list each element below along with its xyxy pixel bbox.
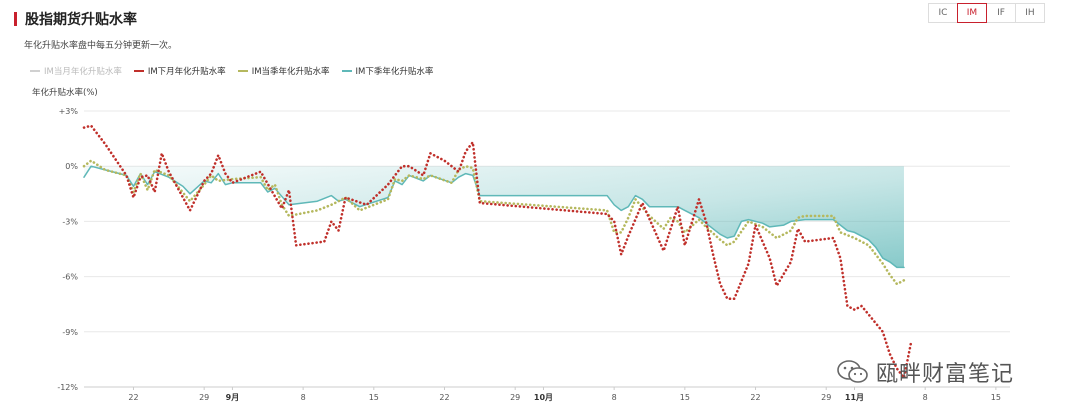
grid-lines (84, 110, 1010, 388)
legend-label: IM当月年化升贴水率 (44, 67, 122, 77)
x-tick-label: 29 (199, 393, 209, 402)
x-tick-label: 15 (369, 393, 379, 402)
legend-swatch (237, 70, 248, 72)
legend-label: IM下季年化升贴水率 (355, 67, 434, 77)
legend-swatch (30, 70, 40, 72)
x-tick-label: 8 (923, 393, 928, 402)
tab-im[interactable]: IM (957, 3, 987, 23)
legend-swatch (133, 70, 144, 72)
legend-swatch (341, 70, 352, 72)
contract-tabs: IC IM IF IH (928, 3, 1045, 23)
series-lines (82, 124, 913, 380)
y-tick-label: -3% (62, 217, 78, 226)
legend-item-current-quarter[interactable]: IM当季年化升贴水率 (237, 65, 330, 77)
y-tick-label: -9% (62, 328, 78, 337)
y-tick-label: -6% (62, 273, 78, 282)
legend-item-next-quarter[interactable]: IM下季年化升贴水率 (341, 65, 434, 77)
legend-item-next-month[interactable]: IM下月年化升贴水率 (133, 65, 226, 77)
x-tick-label: 8 (301, 393, 306, 402)
y-axis-label: 年化升贴水率(%) (32, 88, 98, 98)
x-tick-label: 29 (510, 393, 520, 402)
page-title: 股指期货升贴水率 (25, 12, 137, 28)
x-tick-label: 22 (750, 393, 760, 402)
x-tick-label: 29 (821, 393, 831, 402)
y-tick-label: 0% (65, 162, 78, 171)
title-accent-bar (14, 12, 17, 26)
x-tick-label: 8 (612, 393, 617, 402)
x-tick-label: 15 (680, 393, 690, 402)
x-tick-label: 10月 (534, 393, 553, 402)
x-tick-label: 22 (128, 393, 138, 402)
tab-ih[interactable]: IH (1015, 3, 1045, 23)
chart-legend: IM当月年化升贴水率 IM下月年化升贴水率 IM当季年化升贴水率 IM下季年化升… (30, 65, 445, 77)
legend-label: IM下月年化升贴水率 (147, 67, 226, 77)
y-tick-label: -12% (57, 383, 78, 392)
legend-label: IM当季年化升贴水率 (251, 67, 330, 77)
watermark-text: 瓯畔财富笔记 (876, 362, 1015, 387)
x-tick-label: 22 (439, 393, 449, 402)
axes: +3% 0% -3% -6% -9% -12% 22 29 9月 8 15 22 29 10月 8 15 22 2… (57, 107, 1010, 402)
x-tick-label: 9月 (226, 393, 240, 402)
legend-item-current-month[interactable]: IM当月年化升贴水率 (30, 65, 122, 77)
update-note: 年化升贴水率盘中每五分钟更新一次。 (24, 41, 178, 51)
watermark: 瓯畔财富笔记 (836, 356, 1014, 388)
next-month-line (82, 124, 913, 380)
y-tick-label: +3% (59, 107, 79, 116)
wechat-icon (837, 360, 868, 383)
x-tick-label: 15 (991, 393, 1001, 402)
chart-header: 股指期货升贴水率 (14, 10, 137, 28)
x-tick-label: 11月 (845, 393, 864, 402)
